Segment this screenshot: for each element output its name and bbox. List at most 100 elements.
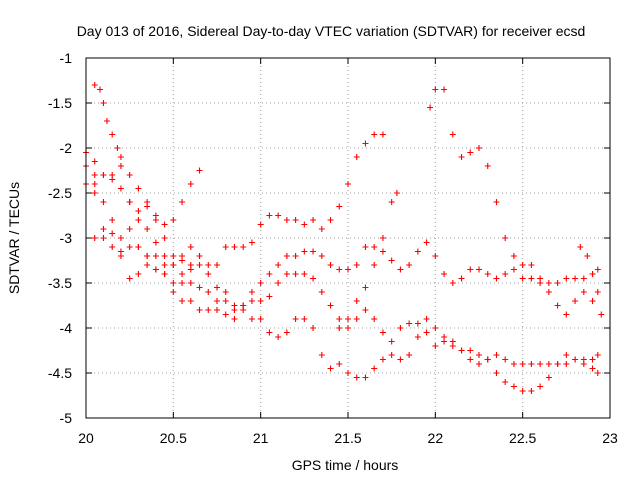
data-point [231, 316, 238, 322]
data-point [336, 325, 343, 331]
data-point [103, 118, 110, 124]
data-point [179, 298, 186, 304]
data-point [187, 298, 194, 304]
data-point [248, 289, 255, 295]
data-point [96, 86, 103, 93]
data-point [310, 325, 317, 331]
data-point [519, 275, 526, 282]
data-point [336, 316, 343, 322]
data-point [214, 284, 220, 291]
data-point [248, 239, 255, 246]
data-point [135, 208, 142, 214]
data-point [353, 154, 360, 160]
data-point [432, 325, 439, 331]
data-point [327, 262, 334, 268]
data-point [379, 248, 386, 255]
data-point [493, 352, 500, 358]
series-trace-9 [577, 244, 601, 295]
data-point [292, 316, 299, 322]
data-point [589, 271, 596, 277]
data-point [388, 199, 395, 205]
y-axis-tick-labels: -5 -4.5 -4 -3.5 -3 -2.5 -2 -1.5 -1 [48, 50, 72, 426]
data-point [170, 262, 177, 268]
data-point [537, 275, 544, 282]
data-point [484, 271, 491, 277]
data-point [397, 356, 404, 363]
data-point [214, 262, 220, 268]
data-point [179, 280, 186, 286]
data-point [310, 248, 317, 255]
data-point [353, 262, 360, 268]
data-point [318, 352, 325, 358]
y-tick-label: -1 [60, 50, 73, 66]
data-point [179, 199, 186, 205]
data-point [353, 374, 360, 381]
data-point [577, 244, 584, 250]
y-axis-label: SDTVAR / TECUs [6, 182, 22, 294]
data-point [572, 356, 579, 363]
data-point [301, 248, 308, 255]
data-point [362, 284, 369, 291]
data-point [135, 244, 142, 250]
data-point [371, 316, 378, 322]
data-point [345, 325, 351, 331]
data-point [345, 266, 351, 273]
y-tick-label: -2 [60, 140, 73, 156]
data-point [397, 325, 404, 331]
data-point [91, 181, 98, 187]
data-point [179, 253, 186, 259]
data-point [100, 199, 107, 205]
series-trace-4 [83, 131, 386, 268]
data-point [91, 158, 98, 165]
x-axis-label: GPS time / hours [292, 457, 399, 473]
data-point [205, 307, 212, 313]
data-point [406, 262, 413, 268]
data-point [545, 361, 552, 367]
data-point [283, 253, 290, 259]
data-point [371, 244, 378, 250]
data-point [406, 320, 413, 327]
data-point [519, 262, 526, 268]
x-axis-tick-labels: 20 20.5 21 21.5 22 22.5 23 [78, 430, 618, 446]
data-point [135, 185, 142, 192]
data-point [114, 145, 121, 151]
data-point [406, 352, 413, 358]
series-trace-5 [91, 82, 203, 228]
data-point [100, 100, 107, 106]
data-point [327, 217, 334, 223]
data-point [580, 289, 587, 295]
data-point [144, 262, 151, 268]
data-point [292, 253, 299, 259]
data-point [414, 248, 421, 255]
data-point [519, 388, 526, 394]
x-tick-label: 22.5 [509, 430, 536, 446]
data-point [563, 311, 570, 318]
data-point [266, 329, 273, 336]
data-point [231, 307, 238, 313]
data-point [266, 271, 273, 277]
data-point [432, 253, 439, 259]
data-point [292, 271, 299, 277]
data-point [222, 244, 229, 250]
data-point [379, 235, 386, 241]
data-point [117, 185, 124, 192]
data-point [187, 244, 194, 250]
data-point [467, 266, 474, 273]
data-point [187, 262, 194, 268]
data-point [257, 221, 264, 228]
data-point [528, 262, 535, 268]
data-point [152, 266, 159, 273]
data-point [449, 343, 456, 349]
data-point [554, 280, 561, 286]
data-point [510, 361, 517, 367]
data-point [126, 226, 133, 232]
data-point [205, 289, 212, 295]
data-point [117, 235, 124, 241]
data-point [589, 356, 596, 363]
data-point [388, 338, 395, 345]
data-point [318, 226, 325, 232]
data-point [100, 226, 107, 232]
y-tick-label: -1.5 [48, 95, 72, 111]
data-point [283, 271, 290, 277]
data-point [196, 284, 203, 291]
